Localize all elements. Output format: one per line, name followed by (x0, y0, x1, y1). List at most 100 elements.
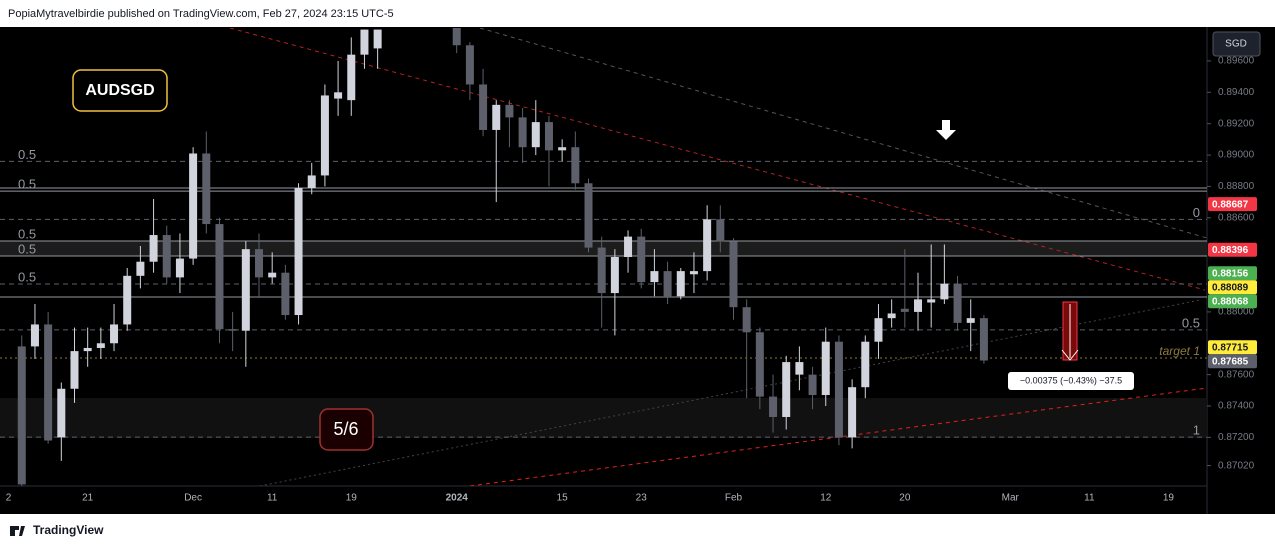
candle-body (70, 351, 79, 389)
candle-body (703, 219, 712, 272)
price-tag-label: 0.87685 (1212, 356, 1249, 367)
count-text: 5/6 (333, 419, 358, 439)
candle-body (228, 329, 237, 331)
y-tick-label: 0.89400 (1218, 87, 1255, 98)
candle-body (848, 387, 857, 438)
x-tick-label: 20 (899, 493, 911, 504)
candle-body (281, 272, 290, 316)
header: PopiaMytravelbirdie published on Trading… (8, 8, 394, 20)
y-tick-label: 0.89200 (1218, 118, 1255, 129)
level-label: 0.5 (18, 269, 36, 284)
x-tick-label: 12 (820, 493, 832, 504)
x-tick-label: 11 (267, 493, 278, 504)
candle-body (782, 362, 791, 417)
candle-body (307, 175, 316, 188)
candle-body (663, 271, 672, 297)
candle-body (544, 122, 553, 151)
x-tick-label: 19 (346, 493, 358, 504)
y-tick-label: 0.88800 (1218, 181, 1255, 192)
candle-body (887, 313, 896, 319)
price-tag (1208, 197, 1257, 212)
level-label: 0.5 (18, 147, 36, 162)
candle-body (294, 187, 303, 316)
candle-body (452, 28, 461, 46)
y-tick-label: 0.87400 (1218, 401, 1255, 412)
candle-body (30, 324, 39, 347)
candle-body (927, 299, 936, 303)
candle-body (83, 347, 92, 352)
candle-body (755, 332, 764, 397)
x-tick-label: 21 (82, 493, 94, 504)
y-tick-label: 0.87600 (1218, 369, 1255, 380)
y-tick-label: 0.87020 (1218, 460, 1255, 471)
y-tick-label: 0.88600 (1218, 212, 1255, 223)
symbol-text: AUDSGD (85, 82, 154, 99)
candle-body (966, 318, 975, 323)
level-label: 0.5 (1182, 315, 1200, 330)
candle-body (347, 54, 356, 101)
candle-body (729, 241, 738, 308)
candle-body (334, 92, 343, 99)
candle-body (360, 29, 369, 55)
candle-body (96, 343, 105, 348)
level-label: 0.5 (18, 241, 36, 256)
candle-body (255, 249, 264, 278)
x-tick-label: 11 (1084, 493, 1095, 504)
x-tick-label: Feb (725, 493, 743, 504)
candle-body (149, 235, 158, 262)
arrow-down (936, 120, 956, 140)
candle-body (597, 247, 606, 294)
candle-body (795, 362, 804, 375)
candle-body (821, 341, 830, 396)
y-tick-label: 0.89600 (1218, 56, 1255, 67)
candle-body (492, 104, 501, 130)
measure-tooltip (1008, 372, 1134, 390)
candle-body (874, 318, 883, 342)
candle-body (834, 341, 843, 438)
logo (10, 526, 25, 536)
candle-body (558, 147, 567, 151)
price-tag-label: 0.88687 (1212, 199, 1249, 210)
candle-body (320, 95, 329, 176)
candle-body (518, 117, 527, 148)
price-tag-label: 0.88089 (1212, 282, 1249, 293)
price-tag-label: 0.87715 (1212, 342, 1249, 353)
price-tag-label: 0.88068 (1212, 296, 1249, 307)
price-tag (1208, 242, 1257, 257)
price-tag-label: 0.88396 (1212, 245, 1249, 256)
candle-body (900, 308, 909, 312)
candle-body (716, 219, 725, 242)
candle-body (215, 224, 224, 330)
candle-body (110, 324, 119, 344)
candle-body (268, 272, 277, 278)
candle-body (175, 258, 184, 278)
trend-line (229, 28, 1206, 291)
candle-body (465, 45, 474, 85)
x-tick-label: 23 (636, 493, 648, 504)
y-tick-label: 0.89000 (1218, 150, 1255, 161)
candle-body (17, 346, 26, 485)
count-badge (319, 408, 374, 451)
candle-body (979, 318, 988, 361)
candle-body (624, 236, 633, 257)
currency-button[interactable] (1212, 31, 1261, 57)
candle-body (479, 84, 488, 130)
candle-body (531, 122, 540, 148)
candle-body (914, 299, 923, 312)
currency-text[interactable]: SGD (1225, 39, 1247, 50)
candles (17, 28, 988, 486)
candle-body (189, 153, 198, 259)
level-label: 0.5 (18, 226, 36, 241)
candle-body (136, 261, 145, 276)
candle-body (637, 236, 646, 283)
price-tag (1208, 340, 1257, 355)
y-tick-label: 0.88000 (1218, 307, 1255, 318)
level-label: 0.5 (18, 177, 36, 192)
price-tag (1208, 266, 1257, 281)
level-label: 1 (1193, 423, 1200, 438)
price-tag (1208, 280, 1257, 295)
candle-body (808, 374, 817, 396)
candle-body (571, 147, 580, 184)
price-tag (1208, 294, 1257, 309)
trend-line (479, 28, 1207, 239)
